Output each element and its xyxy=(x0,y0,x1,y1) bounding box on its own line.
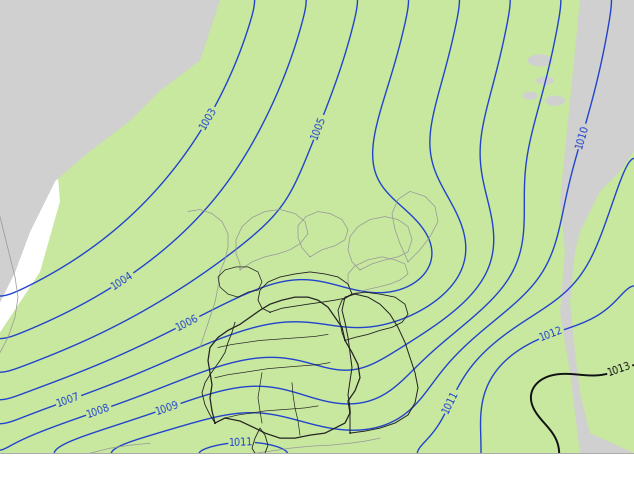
Text: 1013: 1013 xyxy=(607,361,633,378)
Polygon shape xyxy=(0,0,634,453)
Polygon shape xyxy=(0,181,55,302)
Text: Th 30-05-2024 00:00 UTC (00+48): Th 30-05-2024 00:00 UTC (00+48) xyxy=(398,457,631,470)
Text: 1005: 1005 xyxy=(309,114,328,141)
Text: Surface pressure [hPa] ECMWF: Surface pressure [hPa] ECMWF xyxy=(3,457,213,470)
Text: 1009: 1009 xyxy=(155,399,181,416)
Ellipse shape xyxy=(536,76,554,85)
Text: 1007: 1007 xyxy=(55,391,82,409)
Text: 1004: 1004 xyxy=(110,270,135,291)
Polygon shape xyxy=(560,0,634,453)
Ellipse shape xyxy=(527,54,552,67)
Polygon shape xyxy=(0,0,220,302)
Text: 1010: 1010 xyxy=(574,123,590,149)
Text: 1003: 1003 xyxy=(198,105,219,131)
Text: 1011: 1011 xyxy=(229,437,254,448)
Text: ©weatheronline.co.uk: ©weatheronline.co.uk xyxy=(496,478,631,488)
Text: 1012: 1012 xyxy=(538,325,565,343)
Text: 1006: 1006 xyxy=(174,313,201,332)
Text: 1011: 1011 xyxy=(441,389,461,415)
Ellipse shape xyxy=(545,96,565,106)
Text: 1008: 1008 xyxy=(86,402,112,419)
Ellipse shape xyxy=(522,92,538,100)
